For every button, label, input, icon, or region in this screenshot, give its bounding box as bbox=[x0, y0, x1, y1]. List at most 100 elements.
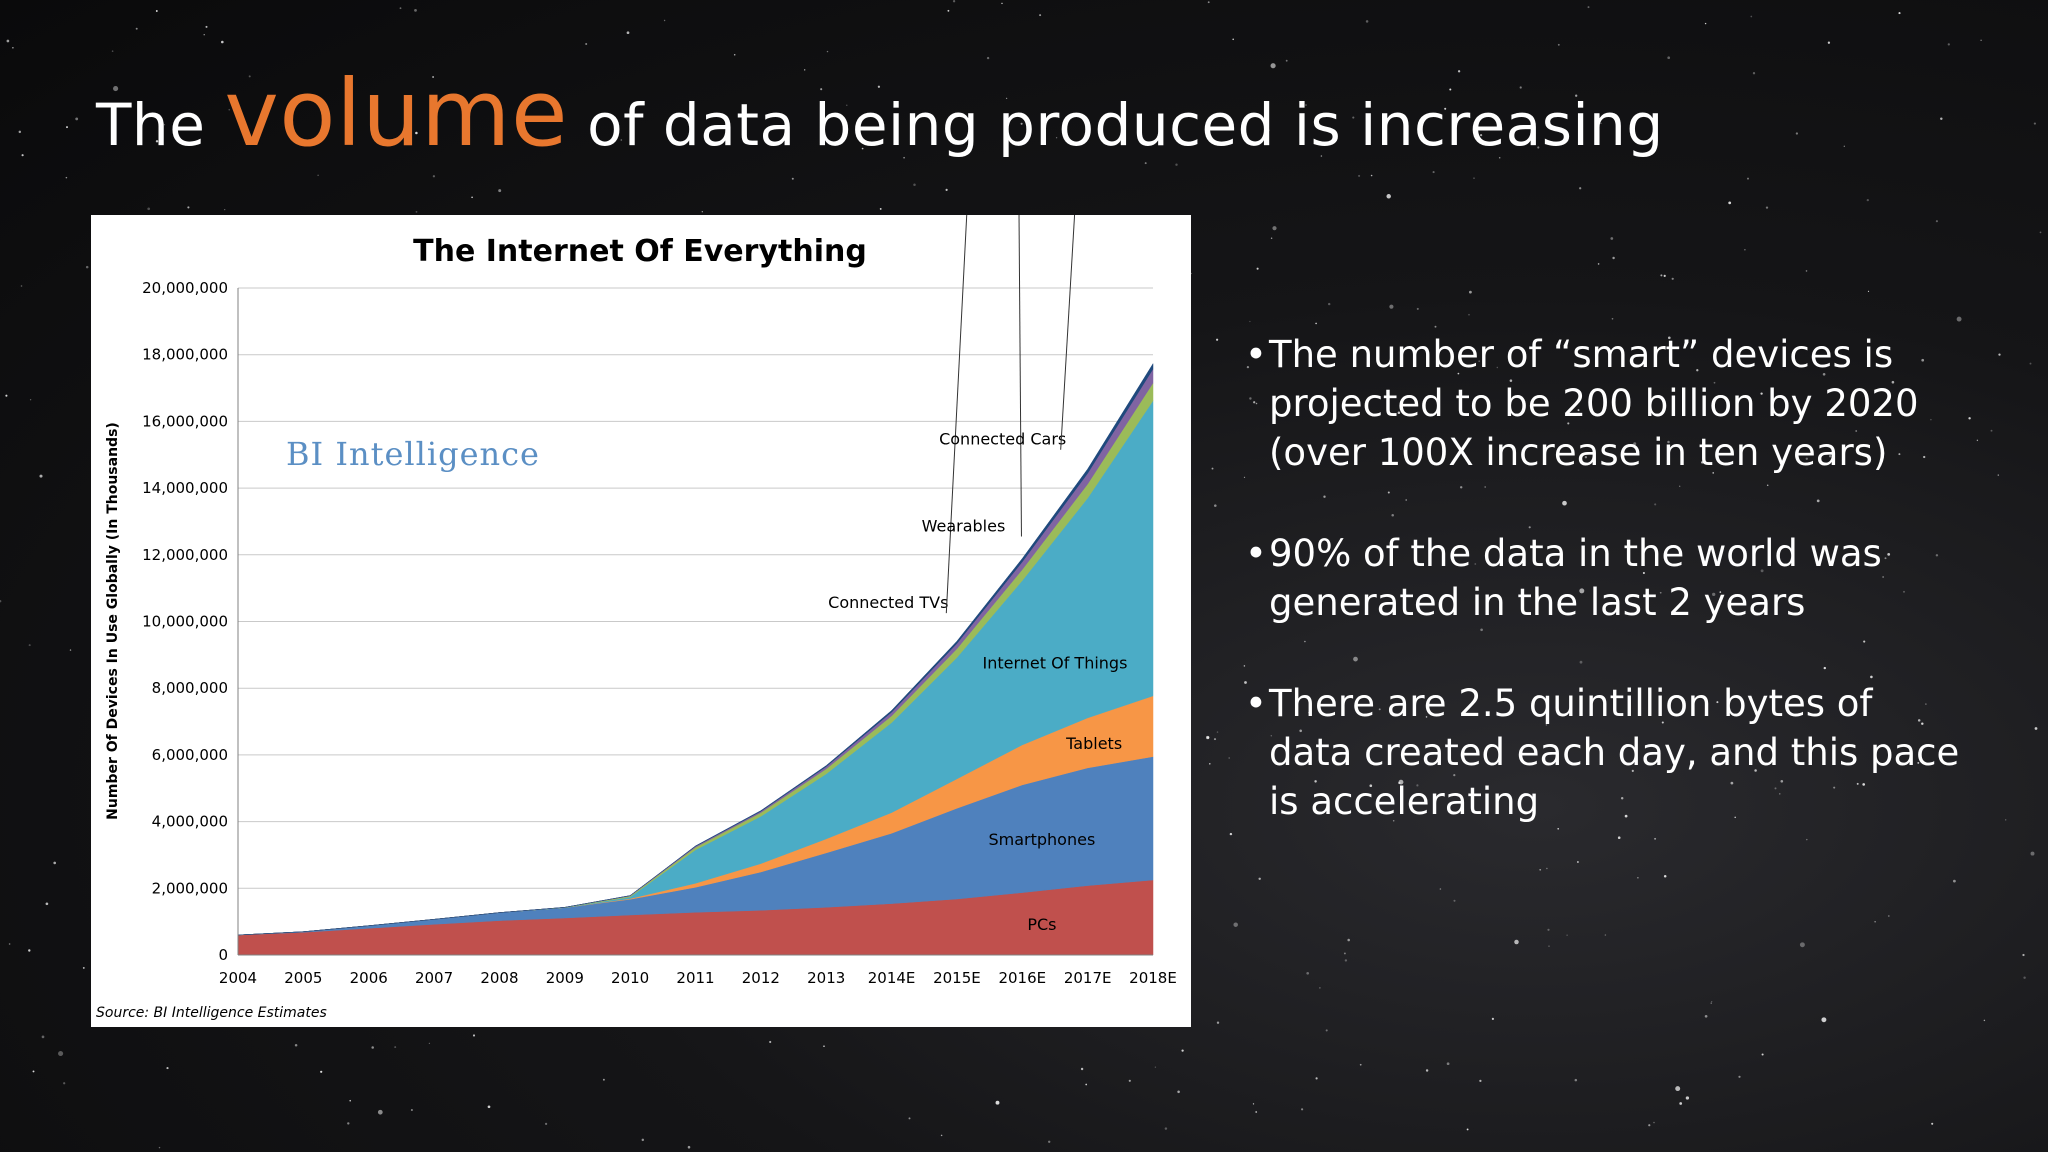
star bbox=[1243, 476, 1246, 479]
star bbox=[1256, 267, 1259, 270]
star bbox=[1479, 133, 1483, 137]
y-tick-label: 14,000,000 bbox=[142, 479, 228, 497]
star bbox=[1209, 763, 1211, 765]
star bbox=[1537, 146, 1540, 149]
star bbox=[1468, 313, 1470, 316]
star bbox=[1343, 952, 1346, 955]
star bbox=[823, 1045, 825, 1048]
x-tick-label: 2007 bbox=[415, 969, 453, 987]
star bbox=[2029, 362, 2032, 365]
annotation-smartphones: Smartphones bbox=[988, 830, 1095, 849]
star bbox=[66, 126, 68, 129]
star bbox=[155, 140, 159, 143]
star bbox=[913, 183, 916, 186]
bullet-data-generated: 90% of the data in the world was generat… bbox=[1245, 529, 1965, 627]
star bbox=[221, 40, 224, 44]
star bbox=[995, 1100, 1000, 1105]
star bbox=[29, 399, 32, 401]
star bbox=[163, 123, 166, 126]
star bbox=[1320, 155, 1323, 157]
star bbox=[82, 966, 85, 969]
star bbox=[294, 1043, 298, 1047]
star bbox=[20, 285, 23, 287]
star bbox=[940, 1134, 943, 1137]
star bbox=[1243, 665, 1246, 667]
y-tick-label: 0 bbox=[218, 946, 228, 964]
star bbox=[1233, 922, 1238, 927]
star bbox=[1344, 959, 1348, 962]
star bbox=[65, 176, 68, 179]
star bbox=[1164, 1127, 1168, 1130]
star bbox=[1425, 1069, 1429, 1072]
star bbox=[1998, 353, 2001, 356]
star bbox=[1466, 1128, 1469, 1131]
star bbox=[487, 1105, 491, 1109]
star bbox=[347, 1122, 350, 1125]
star bbox=[32, 1070, 35, 1073]
star bbox=[2030, 851, 2035, 856]
star bbox=[1866, 198, 1869, 202]
star bbox=[1947, 43, 1950, 46]
star bbox=[1704, 22, 1707, 25]
star bbox=[2034, 727, 2038, 730]
star bbox=[908, 1117, 911, 1120]
star bbox=[877, 85, 881, 88]
star bbox=[1305, 104, 1307, 106]
x-tick-label: 2015E bbox=[933, 969, 981, 987]
star bbox=[1439, 888, 1442, 890]
chart-title: The Internet Of Everything bbox=[413, 234, 867, 269]
annotation-leader-line bbox=[1018, 215, 1022, 537]
star bbox=[45, 902, 49, 906]
star bbox=[155, 10, 158, 12]
star bbox=[166, 1067, 169, 1070]
star bbox=[1514, 939, 1519, 945]
star bbox=[1266, 129, 1270, 132]
star bbox=[1679, 485, 1681, 487]
star bbox=[1391, 514, 1394, 517]
star bbox=[1252, 1103, 1255, 1105]
star bbox=[1728, 201, 1732, 205]
star bbox=[1459, 486, 1463, 489]
star bbox=[471, 196, 473, 199]
star bbox=[1546, 867, 1548, 870]
star bbox=[2033, 122, 2036, 125]
star bbox=[1983, 1019, 1986, 1022]
star bbox=[75, 117, 79, 121]
star bbox=[1347, 938, 1350, 942]
star bbox=[1228, 757, 1231, 759]
star bbox=[113, 86, 119, 92]
star bbox=[1214, 504, 1217, 507]
star bbox=[2005, 819, 2007, 821]
star bbox=[1449, 88, 1452, 91]
star bbox=[1416, 307, 1419, 310]
star bbox=[1980, 39, 1982, 41]
star bbox=[5, 394, 8, 397]
star bbox=[1931, 1122, 1934, 1125]
star bbox=[187, 206, 190, 209]
star bbox=[1976, 439, 1979, 442]
star bbox=[414, 9, 417, 12]
star bbox=[1432, 171, 1435, 174]
star bbox=[1579, 660, 1583, 664]
star bbox=[769, 1040, 772, 1044]
star bbox=[626, 31, 630, 35]
star bbox=[1144, 162, 1147, 165]
star bbox=[1823, 666, 1826, 670]
star bbox=[428, 1042, 431, 1045]
star bbox=[1637, 876, 1639, 879]
star bbox=[1816, 499, 1820, 503]
annotation-leader-line bbox=[945, 215, 968, 614]
star bbox=[399, 7, 402, 10]
star bbox=[1990, 429, 1993, 432]
x-tick-label: 2017E bbox=[1064, 969, 1112, 987]
star bbox=[663, 19, 666, 22]
star bbox=[377, 1109, 383, 1115]
star bbox=[1711, 1001, 1713, 1003]
star bbox=[28, 949, 31, 952]
x-tick-label: 2016E bbox=[998, 969, 1046, 987]
star bbox=[1229, 832, 1233, 836]
star bbox=[826, 50, 829, 53]
star bbox=[1575, 94, 1578, 97]
star bbox=[1547, 928, 1550, 931]
star bbox=[820, 88, 823, 91]
